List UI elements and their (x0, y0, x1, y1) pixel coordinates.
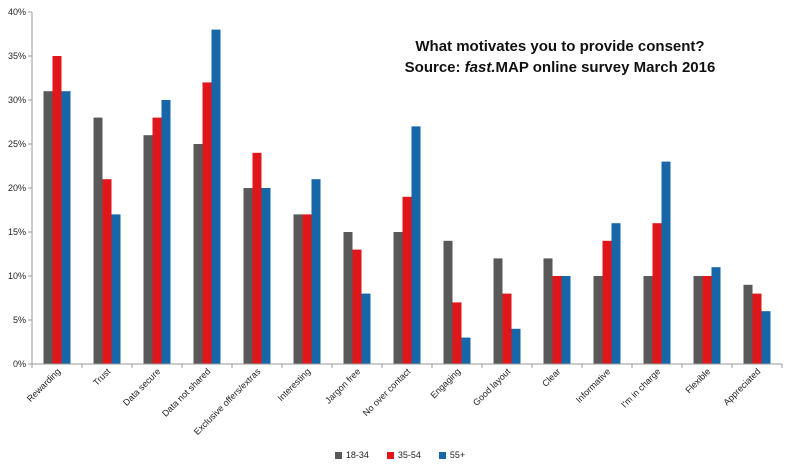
title-suffix: MAP online survey March 2016 (495, 59, 716, 76)
bar-18-34 (493, 258, 503, 364)
bar-18-34 (643, 276, 653, 364)
y-tick-label: 30% (8, 95, 26, 105)
x-tick-label: Flexible (683, 366, 712, 395)
bar-35-54 (352, 249, 362, 364)
x-tick-label: Engaging (428, 366, 462, 400)
bar-18-34 (393, 232, 403, 364)
x-tick-label: Clear (540, 366, 562, 388)
bar-18-34 (443, 240, 453, 364)
bar-35-54 (402, 196, 412, 364)
legend-item-55-plus: 55+ (438, 450, 466, 460)
legend-swatch-18-34 (334, 451, 342, 459)
x-tick-label: I'm in charge (619, 366, 662, 409)
y-tick-label: 5% (13, 315, 26, 325)
x-tick-label: Trust (91, 366, 113, 388)
bar-55-plus (211, 29, 221, 364)
title-prefix: Source: (404, 59, 465, 76)
chart-title-line1: What motivates you to provide consent? (415, 38, 705, 55)
x-tick-label: Appreciated (721, 366, 762, 407)
bar-55-plus (311, 179, 321, 364)
x-tick-label: Jargon free (323, 366, 362, 405)
x-tick-label: Informative (574, 366, 613, 405)
bar-18-34 (743, 284, 753, 364)
bar-55-plus (361, 293, 371, 364)
bar-55-plus (561, 276, 571, 364)
bar-18-34 (693, 276, 703, 364)
bar-18-34 (543, 258, 553, 364)
y-tick-label: 15% (8, 227, 26, 237)
bar-55-plus (511, 328, 521, 364)
bar-18-34 (193, 144, 203, 364)
y-axis: 0% 5% 10% 15% 20% 25% 30% 35% 40% (8, 7, 33, 369)
legend-swatch-55-plus (438, 451, 446, 459)
bar-55-plus (711, 267, 721, 364)
bar-35-54 (152, 117, 162, 364)
bar-18-34 (143, 135, 153, 364)
bar-35-54 (602, 240, 612, 364)
x-tick-label: Data secure (121, 366, 162, 407)
x-tick-label: No over contact (361, 366, 413, 418)
bar-35-54 (202, 82, 212, 365)
bar-35-54 (702, 276, 712, 364)
bar-18-34 (293, 214, 303, 364)
bar-35-54 (652, 223, 662, 364)
bar-35-54 (302, 214, 312, 364)
bar-35-54 (552, 276, 562, 364)
bar-35-54 (102, 179, 112, 364)
bar-35-54 (752, 293, 762, 364)
chart-title: What motivates you to provide consent? S… (360, 36, 760, 78)
bar-55-plus (261, 188, 271, 364)
legend: 18-34 35-54 55+ (0, 450, 800, 460)
chart-title-line2: Source: fast.MAP online survey March 201… (360, 57, 760, 78)
y-tick-label: 35% (8, 51, 26, 61)
bar-35-54 (502, 293, 512, 364)
bar-35-54 (452, 302, 462, 364)
bars (43, 29, 771, 365)
bar-18-34 (593, 276, 603, 364)
x-tick-label: Good layout (471, 366, 513, 408)
bar-35-54 (52, 56, 62, 364)
bar-18-34 (343, 232, 353, 364)
y-tick-label: 40% (8, 7, 26, 17)
y-tick-label: 20% (8, 183, 26, 193)
bar-55-plus (161, 100, 171, 364)
bar-18-34 (243, 188, 253, 364)
legend-label-35-54: 35-54 (397, 450, 421, 460)
legend-label-55-plus: 55+ (449, 450, 466, 460)
bar-55-plus (461, 337, 471, 364)
y-tick-label: 25% (8, 139, 26, 149)
legend-swatch-35-54 (386, 451, 394, 459)
y-tick-label: 10% (8, 271, 26, 281)
bar-55-plus (61, 91, 71, 364)
bar-55-plus (411, 126, 421, 365)
x-tick-label: Rewarding (25, 366, 62, 403)
y-tick-label: 0% (13, 359, 26, 369)
bar-35-54 (252, 152, 262, 364)
x-tick-label: Interesting (276, 366, 313, 403)
bar-18-34 (93, 117, 103, 364)
legend-label-18-34: 18-34 (345, 450, 369, 460)
bar-55-plus (111, 214, 121, 364)
bar-18-34 (43, 91, 53, 364)
bar-55-plus (661, 161, 671, 364)
x-tick-label: Data not shared (160, 366, 212, 418)
legend-item-35-54: 35-54 (386, 450, 421, 460)
legend-item-18-34: 18-34 (334, 450, 369, 460)
bar-55-plus (611, 223, 621, 364)
title-brand: fast. (464, 59, 496, 76)
bar-55-plus (761, 311, 771, 364)
